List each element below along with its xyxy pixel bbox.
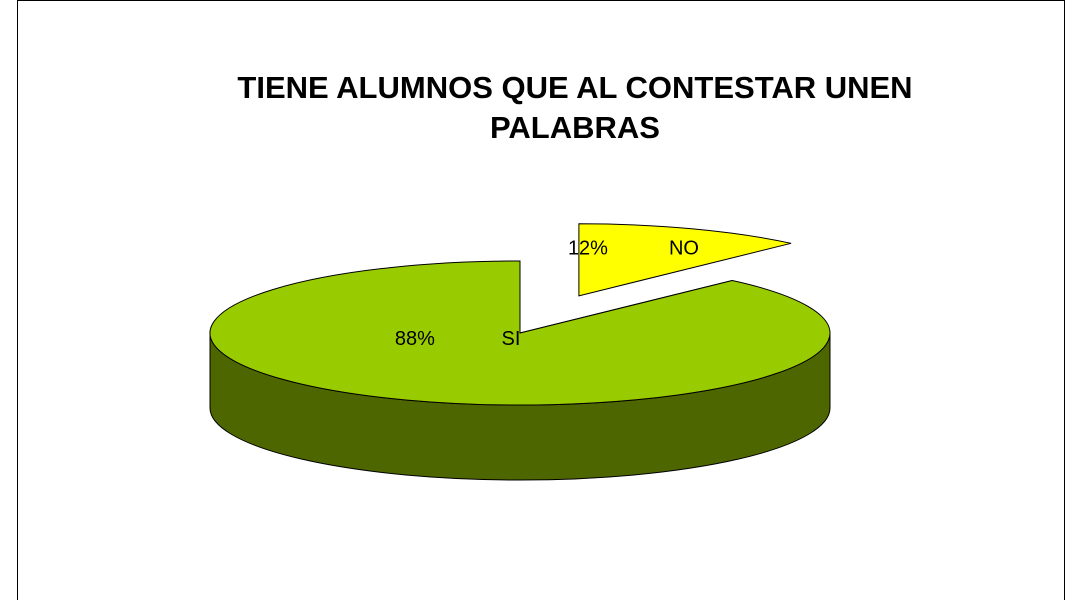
- data-label: 88%: [395, 328, 435, 350]
- category-label: SI: [501, 328, 520, 350]
- chart-title: TIENE ALUMNOS QUE AL CONTESTAR UNEN PALA…: [237, 70, 913, 145]
- slice: [209, 260, 831, 406]
- category-label: NO: [669, 237, 699, 259]
- chart-frame: [17, 0, 1065, 600]
- data-label: 12%: [568, 237, 608, 259]
- slice: [578, 223, 792, 297]
